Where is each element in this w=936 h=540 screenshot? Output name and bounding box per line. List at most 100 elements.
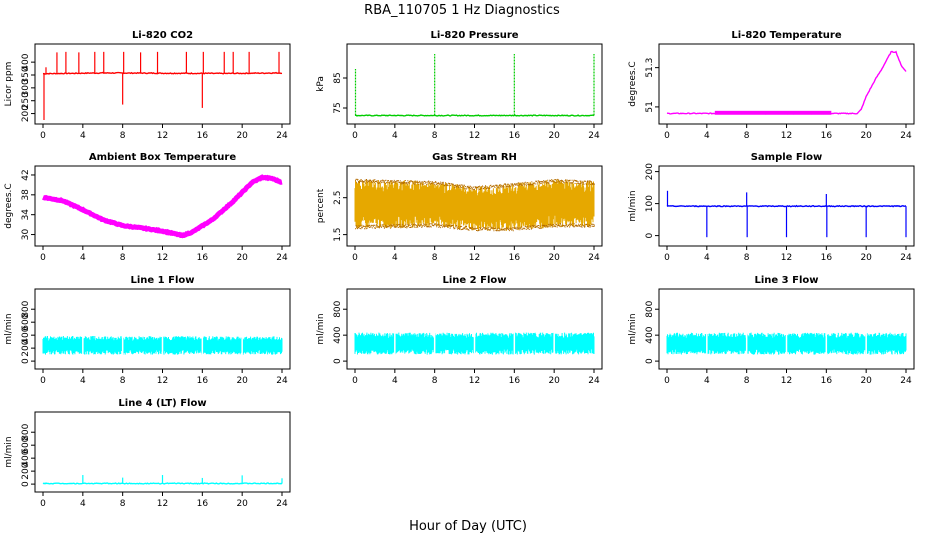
x-tick-label: 0 xyxy=(352,131,358,141)
y-tick-label: 800 xyxy=(21,423,31,440)
series-band xyxy=(354,179,595,231)
x-tick-label: 16 xyxy=(821,131,833,141)
panel-title: Line 2 Flow xyxy=(443,275,507,286)
x-tick-label: 8 xyxy=(120,499,126,509)
x-tick-label: 24 xyxy=(900,253,912,263)
plot-frame xyxy=(658,288,915,370)
chart-panel: Li-820 CO2 Licor ppm 0 4 8 12 16 20 24 2002503003… xyxy=(4,30,291,141)
y-tick-label: 51.3 xyxy=(645,58,655,78)
y-tick-label: 200 xyxy=(21,462,31,479)
x-tick-label: 12 xyxy=(157,499,168,509)
x-tick-label: 4 xyxy=(80,131,86,141)
x-tick-label: 4 xyxy=(80,253,86,263)
x-tick-label: 4 xyxy=(392,376,398,386)
x-tick-label: 12 xyxy=(781,131,792,141)
x-tick-label: 4 xyxy=(704,376,710,386)
x-tick-label: 12 xyxy=(157,131,168,141)
x-tick-label: 20 xyxy=(236,253,248,263)
y-tick-label: 2.5 xyxy=(333,191,343,205)
panel-title: Li-820 Temperature xyxy=(731,30,841,41)
x-tick-label: 4 xyxy=(392,131,398,141)
x-tick-label: 12 xyxy=(781,253,792,263)
x-tick-label: 4 xyxy=(392,253,398,263)
x-tick-label: 4 xyxy=(704,131,710,141)
x-tick-label: 16 xyxy=(821,376,833,386)
chart-panel: Line 4 (LT) Flow ml/min 0 4 8 12 16 20 24 0 200400… xyxy=(4,398,291,509)
chart-panel: Li-820 Pressure kPa 0 4 8 12 16 20 24 75 85 xyxy=(316,30,603,141)
x-tick-label: 12 xyxy=(469,376,480,386)
y-tick-label: 800 xyxy=(21,300,31,317)
y-axis-label: kPa xyxy=(316,76,326,92)
y-tick-label: 1.5 xyxy=(333,227,343,241)
y-axis-label: percent xyxy=(316,188,326,223)
y-tick-label: 42 xyxy=(21,169,31,180)
y-tick-label: 400 xyxy=(21,449,31,466)
x-tick-label: 8 xyxy=(120,376,126,386)
y-tick-label: 200 xyxy=(21,339,31,356)
plot-frame xyxy=(34,288,291,370)
figure-title: RBA_110705 1 Hz Diagnostics xyxy=(364,3,560,18)
plot-frame xyxy=(34,43,291,125)
x-tick-label: 12 xyxy=(157,253,168,263)
series-line xyxy=(666,50,907,115)
x-axis-label: Hour of Day (UTC) xyxy=(409,519,527,534)
x-tick-label: 0 xyxy=(664,253,670,263)
plot-frame xyxy=(346,43,603,125)
x-tick-label: 12 xyxy=(781,376,792,386)
chart-panel: Li-820 Temperature degrees.C 0 4 8 12 16 20 24 51… xyxy=(628,30,915,141)
panel-title: Line 1 Flow xyxy=(131,275,195,286)
panel-title: Li-820 Pressure xyxy=(430,30,518,41)
x-tick-label: 4 xyxy=(80,499,86,509)
series-line xyxy=(42,71,283,75)
chart-panel: Line 1 Flow ml/min 0 4 8 12 16 20 24 0 20040060080… xyxy=(4,275,291,386)
x-tick-label: 16 xyxy=(197,131,209,141)
x-tick-label: 24 xyxy=(276,253,288,263)
x-tick-label: 8 xyxy=(120,131,126,141)
chart-panel: Line 3 Flow ml/min 0 4 8 12 16 20 24 0 400 800 xyxy=(628,275,915,386)
x-tick-label: 20 xyxy=(236,376,248,386)
y-tick-label: 0 xyxy=(21,481,31,487)
chart-panel: Gas Stream RH percent 0 4 8 12 16 20 24 1.5 2.5 xyxy=(316,152,603,263)
x-tick-label: 24 xyxy=(588,253,600,263)
plot-frame xyxy=(346,288,603,370)
x-tick-label: 8 xyxy=(744,131,750,141)
x-tick-label: 0 xyxy=(40,131,46,141)
series-line xyxy=(354,114,595,117)
x-tick-label: 16 xyxy=(197,499,209,509)
x-tick-label: 8 xyxy=(432,131,438,141)
x-tick-label: 20 xyxy=(548,131,560,141)
x-tick-label: 16 xyxy=(509,376,521,386)
x-tick-label: 20 xyxy=(548,253,560,263)
y-axis-label: ml/min xyxy=(4,313,14,344)
y-tick-label: 800 xyxy=(645,300,655,317)
x-tick-label: 16 xyxy=(197,253,209,263)
y-axis-label: degrees.C xyxy=(4,183,14,228)
x-tick-label: 12 xyxy=(469,131,480,141)
y-tick-label: 400 xyxy=(645,326,655,343)
y-tick-label: 0 xyxy=(333,358,343,364)
y-tick-label: 400 xyxy=(333,326,343,343)
y-axis-label: degrees.C xyxy=(628,61,638,106)
y-tick-label: 51 xyxy=(645,101,655,112)
x-tick-label: 16 xyxy=(821,253,833,263)
y-tick-label: 300 xyxy=(21,79,31,96)
y-tick-label: 350 xyxy=(21,66,31,83)
y-tick-label: 85 xyxy=(333,72,343,83)
chart-panel: Ambient Box Temperature degrees.C 0 4 8 12 16 2… xyxy=(4,152,291,263)
chart-panel: Sample Flow ml/min 0 4 8 12 16 20 24 0 100 200 xyxy=(628,152,915,263)
panel-title: Ambient Box Temperature xyxy=(89,152,236,163)
panel-title: Line 4 (LT) Flow xyxy=(118,398,206,409)
x-tick-label: 8 xyxy=(744,253,750,263)
y-tick-label: 100 xyxy=(645,195,655,212)
y-axis-label: ml/min xyxy=(4,436,14,467)
y-tick-label: 38 xyxy=(21,189,31,201)
x-tick-label: 24 xyxy=(276,499,288,509)
x-tick-label: 4 xyxy=(704,253,710,263)
series-band xyxy=(714,110,832,115)
y-tick-label: 800 xyxy=(333,300,343,317)
x-tick-label: 8 xyxy=(432,376,438,386)
y-axis-label: Licor ppm xyxy=(4,62,14,107)
y-tick-label: 400 xyxy=(21,53,31,70)
x-tick-label: 20 xyxy=(860,376,872,386)
